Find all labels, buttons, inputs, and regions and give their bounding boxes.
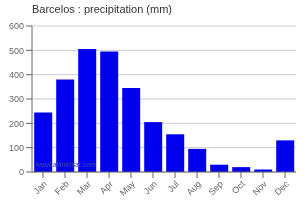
svg-text:200: 200 — [9, 119, 24, 129]
svg-text:0: 0 — [19, 167, 24, 177]
svg-text:Oct: Oct — [230, 179, 247, 196]
svg-text:May: May — [118, 179, 137, 198]
svg-text:100: 100 — [9, 143, 24, 153]
html-text:Barcelos : precipitation (mm): Barcelos : precipitation (mm) — [32, 3, 172, 15]
svg-text:Nov: Nov — [251, 179, 270, 198]
svg-text:600: 600 — [9, 21, 24, 31]
svg-text:Mar: Mar — [75, 179, 93, 197]
svg-text:Jan: Jan — [32, 179, 49, 196]
svg-text:500: 500 — [9, 46, 24, 56]
svg-text:Apr: Apr — [98, 179, 115, 196]
svg-text:Feb: Feb — [53, 179, 71, 197]
svg-text:Dec: Dec — [273, 179, 292, 198]
svg-text:Aug: Aug — [185, 179, 203, 197]
svg-text:Jul: Jul — [166, 179, 181, 194]
svg-text:Sep: Sep — [207, 179, 225, 197]
svg-text:400: 400 — [9, 70, 24, 80]
svg-text:Jun: Jun — [142, 179, 159, 196]
html-text:www.allmetsat.com: www.allmetsat.com — [36, 161, 96, 168]
svg-text:300: 300 — [9, 94, 24, 104]
